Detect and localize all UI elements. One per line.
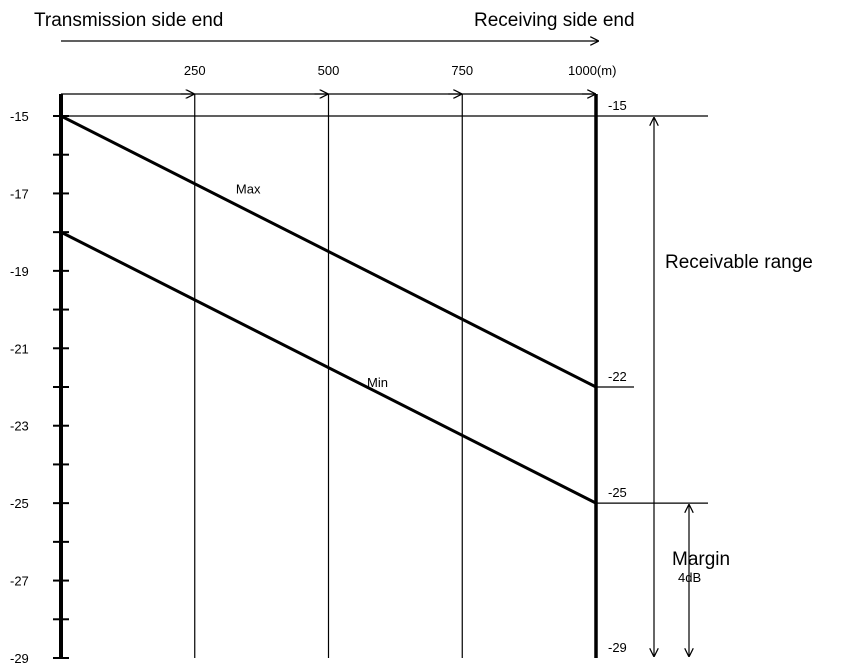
- right-value-label: -29: [608, 640, 627, 655]
- right-value-label: -22: [608, 369, 627, 384]
- grid-layer: [61, 94, 708, 658]
- label-layer: 250 500 750 1000(m) -15 -17 -19 -21 -23 -25 -27 -29…: [10, 63, 627, 666]
- series-label-max: Max: [236, 182, 261, 197]
- header-receiving-label: Receiving side end: [474, 10, 635, 31]
- y-tick-label: -15: [10, 109, 29, 124]
- series-line-max: [60, 114, 597, 389]
- series-label-min: Min: [367, 375, 388, 390]
- y-tick-label: -21: [10, 341, 29, 356]
- series-layer: [60, 114, 597, 505]
- right-value-label: -25: [608, 485, 627, 500]
- y-tick-label: -23: [10, 419, 29, 434]
- y-tick-label: -29: [10, 651, 29, 666]
- series-line-min: [60, 230, 597, 505]
- y-tick-label: -25: [10, 496, 29, 511]
- y-tick-label: -27: [10, 574, 29, 589]
- x-tick-label: 1000(m): [568, 63, 616, 78]
- axis-layer: [53, 94, 596, 659]
- x-tick-label: 500: [318, 63, 340, 78]
- margin-db-label: 4dB: [678, 570, 701, 585]
- right-value-label: -15: [608, 98, 627, 113]
- receivable-range-label: Receivable range: [665, 252, 813, 273]
- x-tick-label: 750: [451, 63, 473, 78]
- header-transmission-label: Transmission side end: [34, 10, 223, 31]
- x-tick-label: 250: [184, 63, 206, 78]
- y-tick-label: -19: [10, 264, 29, 279]
- margin-label: Margin: [672, 549, 730, 570]
- y-tick-label: -17: [10, 186, 29, 201]
